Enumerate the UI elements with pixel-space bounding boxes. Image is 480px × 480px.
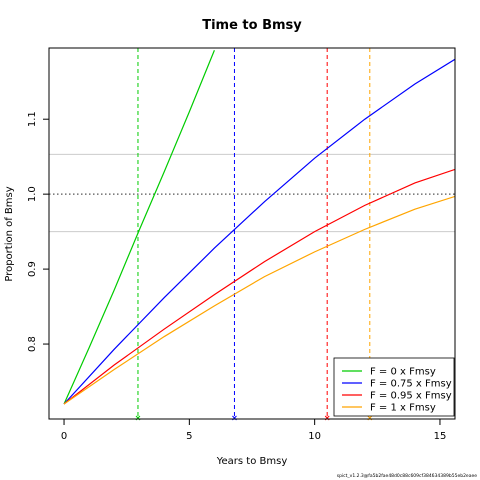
confidence-lines (49, 153, 455, 233)
version-footnote: spict_v1.2.3@fa5b2fae48d0c88c609cf384634… (337, 473, 477, 479)
legend-box (333, 357, 455, 417)
x-axis-label: Years to Bmsy (216, 456, 288, 467)
y-axis-label: Proportion of Bmsy (4, 186, 15, 281)
plot-frame (48, 47, 456, 420)
series-line-1 (63, 58, 455, 405)
chart-title: Time to Bmsy (202, 18, 302, 33)
legend-label-3: F = 1 x Fmsy (370, 403, 436, 414)
legend-label-2: F = 0.95 x Fmsy (370, 391, 452, 402)
y-tick-label-3: 1.1 (27, 111, 38, 127)
legend-label-1: F = 0.75 x Fmsy (370, 379, 452, 390)
legend-label-0: F = 0 x Fmsy (370, 367, 436, 378)
y-tick-label-0: 0.8 (27, 336, 38, 352)
x-tick-label-3: 15 (434, 431, 447, 442)
y-tick-label-1: 0.9 (27, 261, 38, 277)
y-tick-label-2: 1.0 (27, 186, 38, 202)
y-axis: 0.8 0.9 1.0 1.1 (27, 111, 49, 352)
series-line-3 (63, 195, 455, 405)
series-line-2 (63, 168, 455, 405)
x-tick-label-1: 5 (186, 431, 192, 442)
series-line-0 (63, 50, 215, 405)
x-tick-label-0: 0 (61, 431, 67, 442)
x-tick-label-2: 10 (308, 431, 321, 442)
series-lines (63, 50, 455, 405)
x-axis: 0 5 10 15 (61, 419, 446, 442)
